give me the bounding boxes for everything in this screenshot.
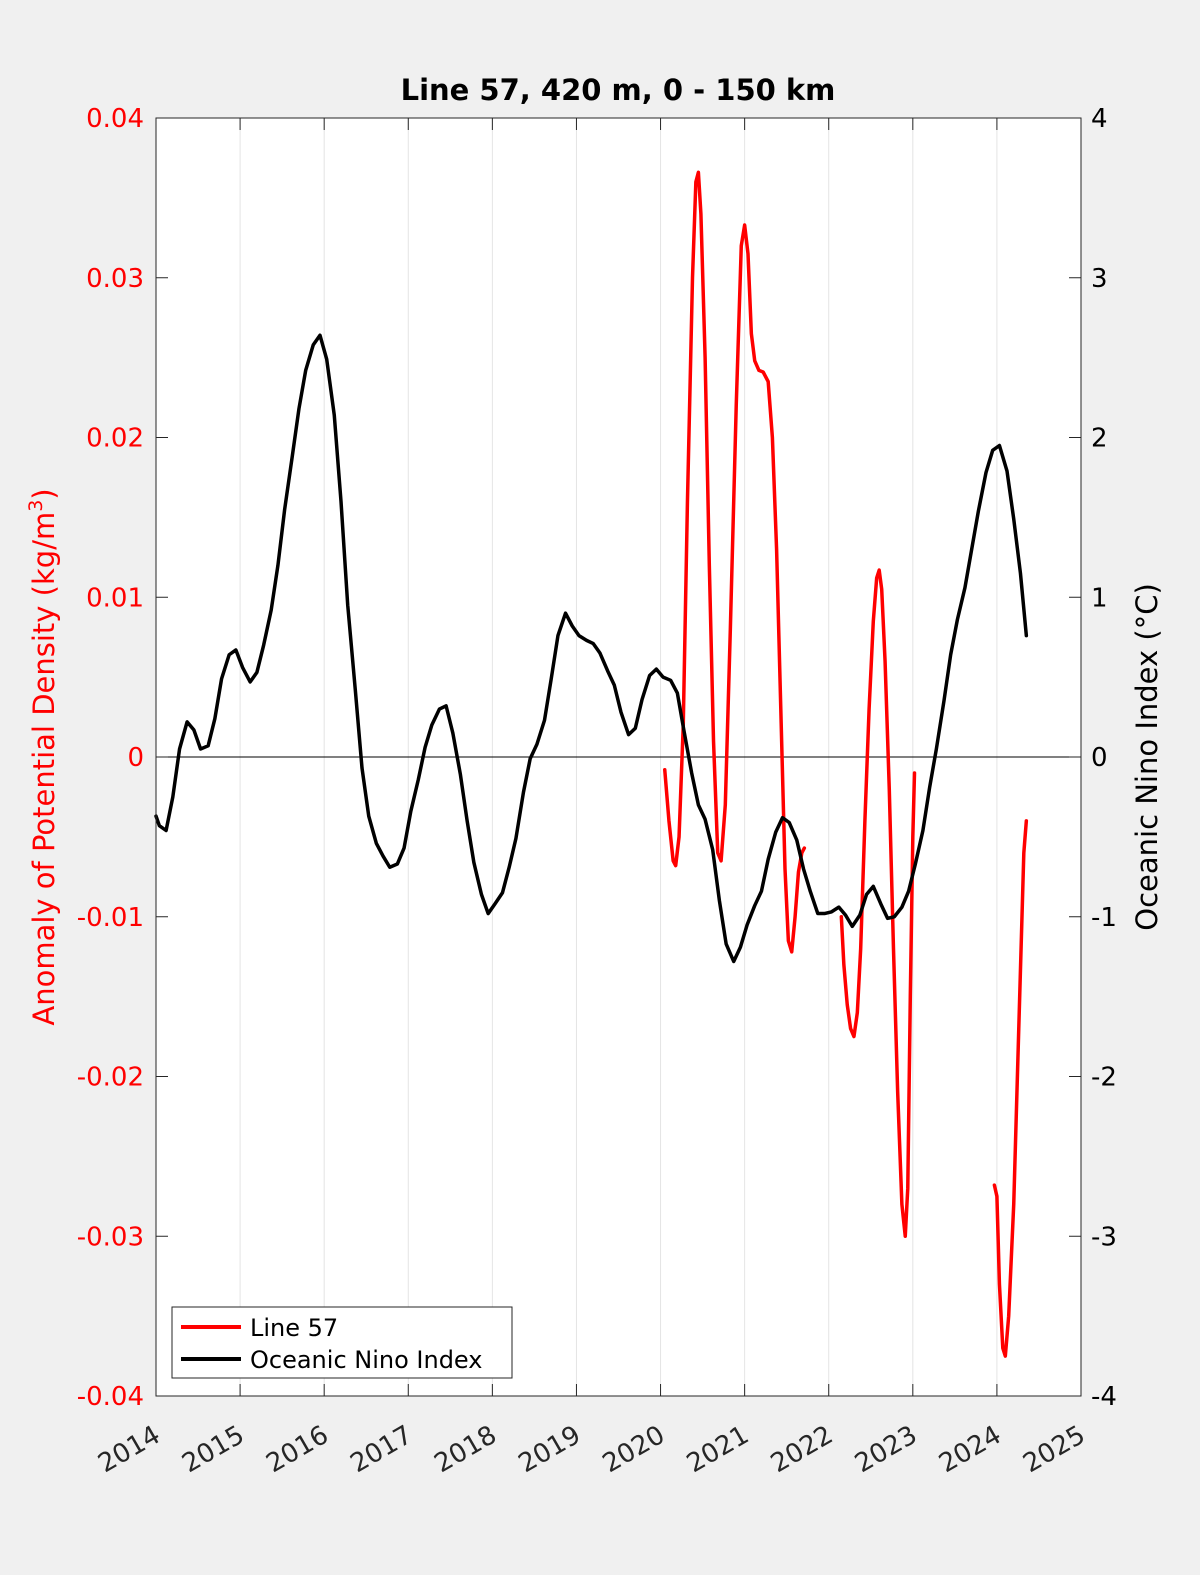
left-axis-label-text: Anomaly of Potential Density (kg/m — [27, 512, 61, 1026]
tick-marks — [155, 117, 1082, 1397]
y-left-tick-label: 0.04 — [86, 104, 144, 134]
y-left-tick-label: -0.01 — [77, 903, 144, 933]
y-left-tick-label: -0.04 — [77, 1382, 144, 1412]
y-left-tick-label: -0.03 — [77, 1222, 144, 1252]
y-left-tick-label: -0.02 — [77, 1063, 144, 1093]
legend-label-oni: Oceanic Nino Index — [250, 1346, 482, 1374]
y-left-tick-label: 0.01 — [86, 583, 144, 613]
y-right-tick-label: 0 — [1091, 743, 1108, 773]
legend-label-line-57: Line 57 — [250, 1314, 338, 1342]
y-right-tick-label: 1 — [1091, 583, 1108, 613]
left-axis-tick-labels: -0.04 -0.03 -0.02 -0.01 0 0.01 0.02 0.03 0.04 — [77, 104, 144, 1412]
right-axis-label: Oceanic Nino Index (°C) — [1130, 583, 1164, 931]
y-right-tick-label: -2 — [1091, 1063, 1117, 1093]
y-left-tick-label: 0.02 — [86, 424, 144, 454]
left-axis-label-end: ) — [27, 488, 61, 499]
series-line-57 — [839, 568, 917, 1238]
y-right-tick-label: -1 — [1091, 903, 1117, 933]
series-line-57 — [663, 170, 807, 954]
left-axis-label-superscript: 3 — [25, 500, 47, 512]
y-right-tick-label: 4 — [1091, 104, 1108, 134]
legend: Line 57 Oceanic Nino Index — [171, 1306, 513, 1379]
y-right-tick-label: 3 — [1091, 264, 1108, 294]
left-axis-label: Anomaly of Potential Density (kg/m3) — [25, 488, 61, 1025]
y-left-tick-label: 0.03 — [86, 264, 144, 294]
y-right-tick-label: -3 — [1091, 1222, 1117, 1252]
y-right-tick-label: -4 — [1091, 1382, 1117, 1412]
legend-box — [171, 1306, 513, 1379]
y-left-tick-label: 0 — [127, 743, 144, 773]
series-line-57 — [992, 819, 1029, 1358]
right-axis-tick-labels: -4 -3 -2 -1 0 1 2 3 4 — [1091, 104, 1117, 1412]
chart-title: Line 57, 420 m, 0 - 150 km — [401, 73, 836, 107]
series-layer — [154, 170, 1029, 1358]
series-oceanic-nino-index — [154, 333, 1029, 964]
y-right-tick-label: 2 — [1091, 424, 1108, 454]
